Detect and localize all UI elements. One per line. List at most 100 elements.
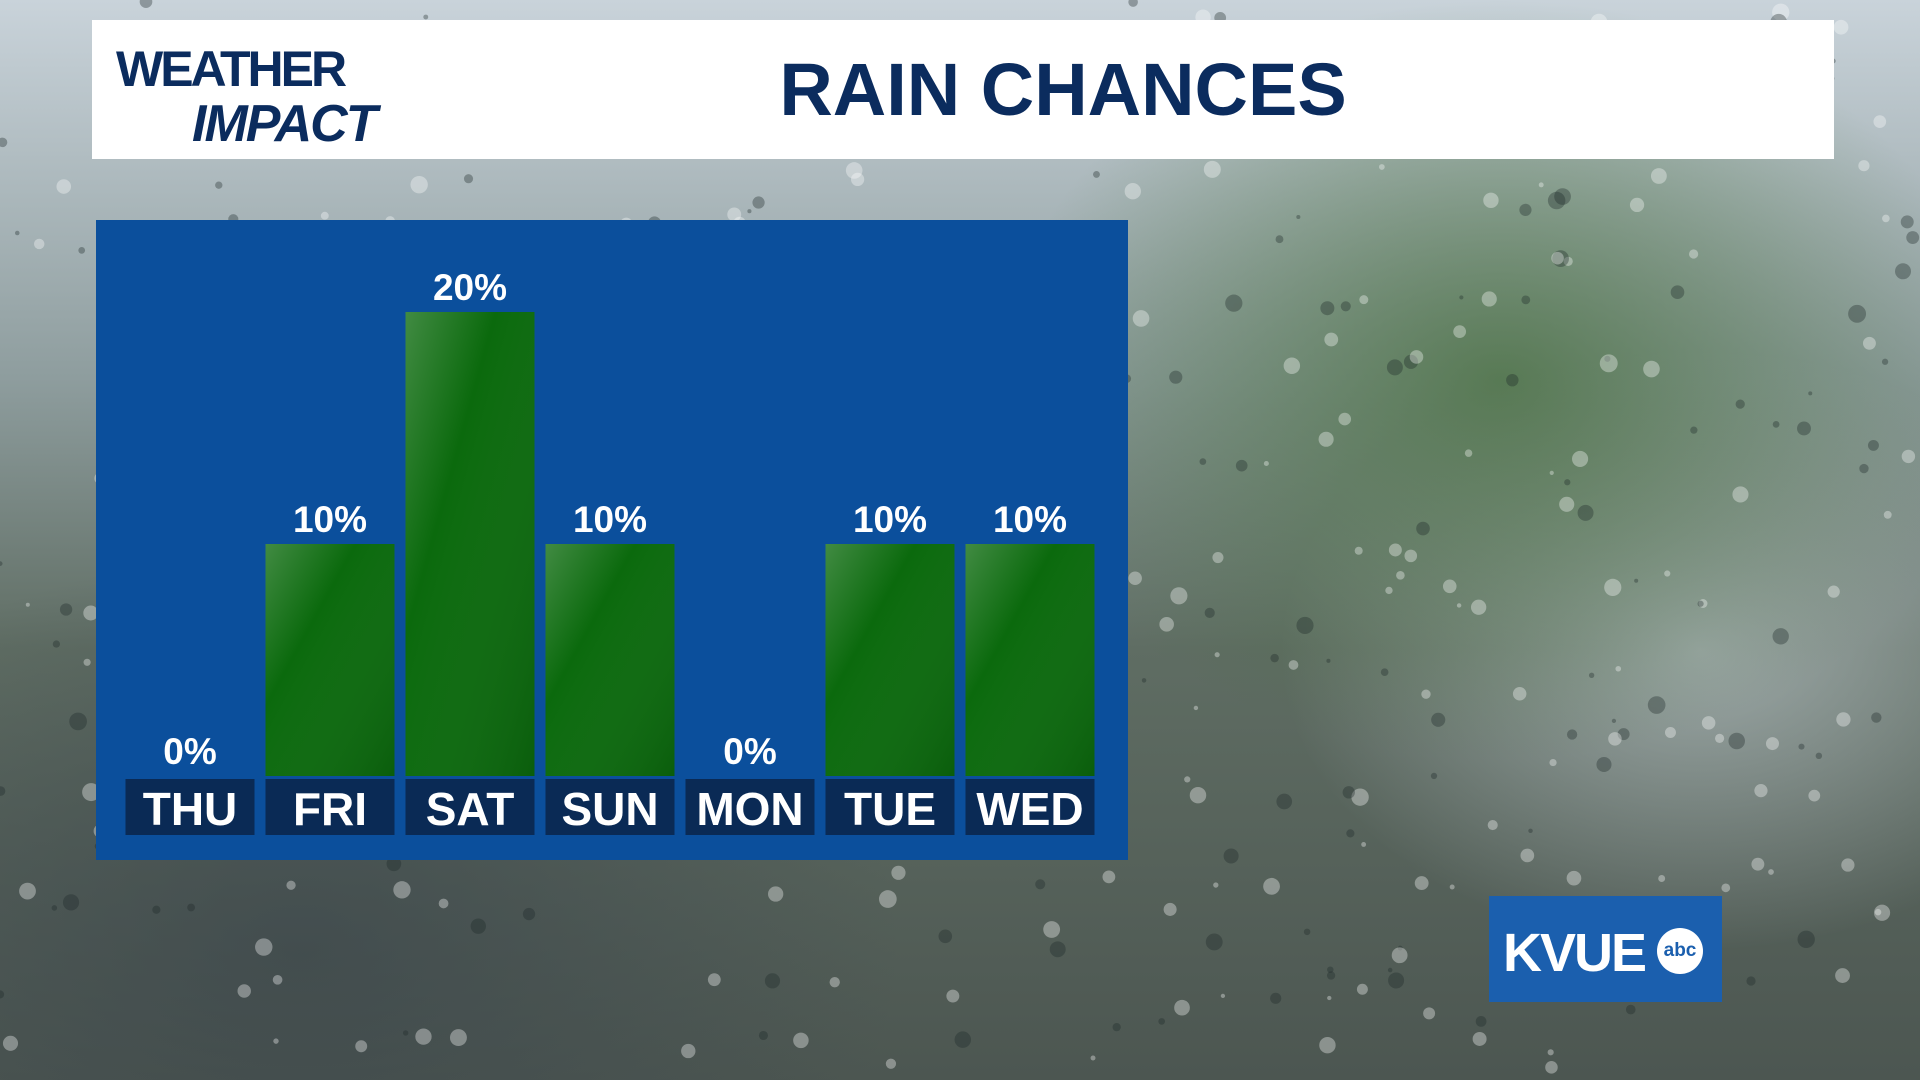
droplet xyxy=(1453,325,1467,338)
droplet xyxy=(1754,784,1768,798)
logo-weather: WEATHER xyxy=(116,41,347,97)
droplet xyxy=(83,658,91,666)
droplet xyxy=(1386,359,1403,376)
droplet xyxy=(1159,617,1174,632)
x-tick-label: FRI xyxy=(293,783,367,835)
droplet xyxy=(1169,370,1183,384)
droplet xyxy=(1093,170,1100,178)
droplet xyxy=(1404,549,1418,563)
droplet xyxy=(1538,182,1544,188)
droplet xyxy=(15,230,20,236)
droplet xyxy=(1772,628,1789,645)
droplet xyxy=(1049,941,1066,958)
droplet xyxy=(1728,732,1745,750)
droplet xyxy=(1449,884,1455,890)
droplet xyxy=(1808,391,1813,396)
droplet xyxy=(0,561,3,566)
droplet xyxy=(878,890,897,908)
droplet xyxy=(1102,870,1116,884)
droplet xyxy=(1112,1022,1121,1032)
droplet xyxy=(0,137,8,148)
droplet xyxy=(1881,358,1889,365)
droplet xyxy=(402,1030,409,1036)
droplet xyxy=(1596,756,1612,773)
value-label: 10% xyxy=(853,499,927,540)
droplet xyxy=(1174,999,1190,1016)
droplet xyxy=(1836,712,1851,727)
droplet xyxy=(470,918,486,934)
droplet xyxy=(1431,712,1446,727)
droplet xyxy=(139,0,153,9)
droplet xyxy=(1475,1016,1487,1027)
droplet xyxy=(1270,653,1279,663)
droplet xyxy=(272,975,283,985)
droplet xyxy=(52,640,61,648)
droplet xyxy=(938,929,953,944)
droplet xyxy=(1617,728,1630,741)
droplet xyxy=(386,856,402,872)
droplet xyxy=(1213,882,1219,888)
droplet xyxy=(1378,164,1385,170)
droplet xyxy=(1721,883,1731,893)
droplet xyxy=(1416,521,1430,536)
droplet xyxy=(1214,652,1220,658)
droplet xyxy=(1664,570,1671,577)
bar-shade xyxy=(545,544,675,776)
droplet xyxy=(1873,904,1891,921)
droplet xyxy=(1883,510,1892,519)
droplet xyxy=(1746,976,1756,986)
chart-title: RAIN CHANCES xyxy=(779,48,1347,131)
droplet xyxy=(1397,945,1403,951)
droplet xyxy=(1388,543,1402,557)
droplet xyxy=(1351,788,1369,806)
droplet xyxy=(1647,696,1666,714)
droplet xyxy=(1132,310,1150,327)
droplet xyxy=(1303,928,1311,936)
droplet xyxy=(1158,1018,1166,1025)
droplet xyxy=(152,905,161,914)
droplet xyxy=(1327,995,1332,1001)
droplet xyxy=(1833,19,1849,35)
droplet xyxy=(1487,819,1498,831)
droplet xyxy=(1342,786,1355,799)
droplet xyxy=(355,1040,368,1053)
x-tick-label: SUN xyxy=(561,783,658,835)
x-tick-label: THU xyxy=(143,783,238,835)
droplet xyxy=(1658,875,1666,882)
droplet xyxy=(1326,658,1331,663)
droplet xyxy=(1481,291,1497,307)
droplet xyxy=(752,196,765,209)
droplet xyxy=(1472,1032,1487,1046)
droplet xyxy=(1464,449,1473,457)
droplet xyxy=(793,1032,809,1049)
x-tick-label: SAT xyxy=(426,783,515,835)
droplet xyxy=(1359,295,1369,305)
droplet xyxy=(1270,992,1282,1004)
droplet xyxy=(1772,420,1780,428)
droplet xyxy=(83,605,99,621)
droplet xyxy=(1906,231,1920,245)
droplet xyxy=(1326,971,1336,980)
droplet xyxy=(1835,968,1850,983)
droplet xyxy=(56,179,72,194)
droplet xyxy=(1263,877,1280,895)
droplet xyxy=(78,246,86,254)
droplet xyxy=(1288,660,1299,670)
droplet xyxy=(1391,947,1408,964)
droplet xyxy=(1900,215,1914,229)
droplet xyxy=(1841,858,1855,872)
droplet xyxy=(1827,585,1840,598)
droplet xyxy=(1564,479,1571,486)
station-logo: KVUE abc xyxy=(1489,896,1722,1002)
droplet xyxy=(1735,399,1745,409)
droplet xyxy=(1204,607,1215,618)
droplet xyxy=(891,865,906,880)
droplet xyxy=(1483,192,1499,209)
droplet xyxy=(1163,902,1177,916)
droplet xyxy=(1319,1037,1336,1054)
droplet xyxy=(1283,357,1301,374)
droplet xyxy=(320,211,329,220)
droplet xyxy=(1901,449,1916,464)
x-tick-label: TUE xyxy=(844,783,936,835)
value-label: 20% xyxy=(433,267,507,308)
